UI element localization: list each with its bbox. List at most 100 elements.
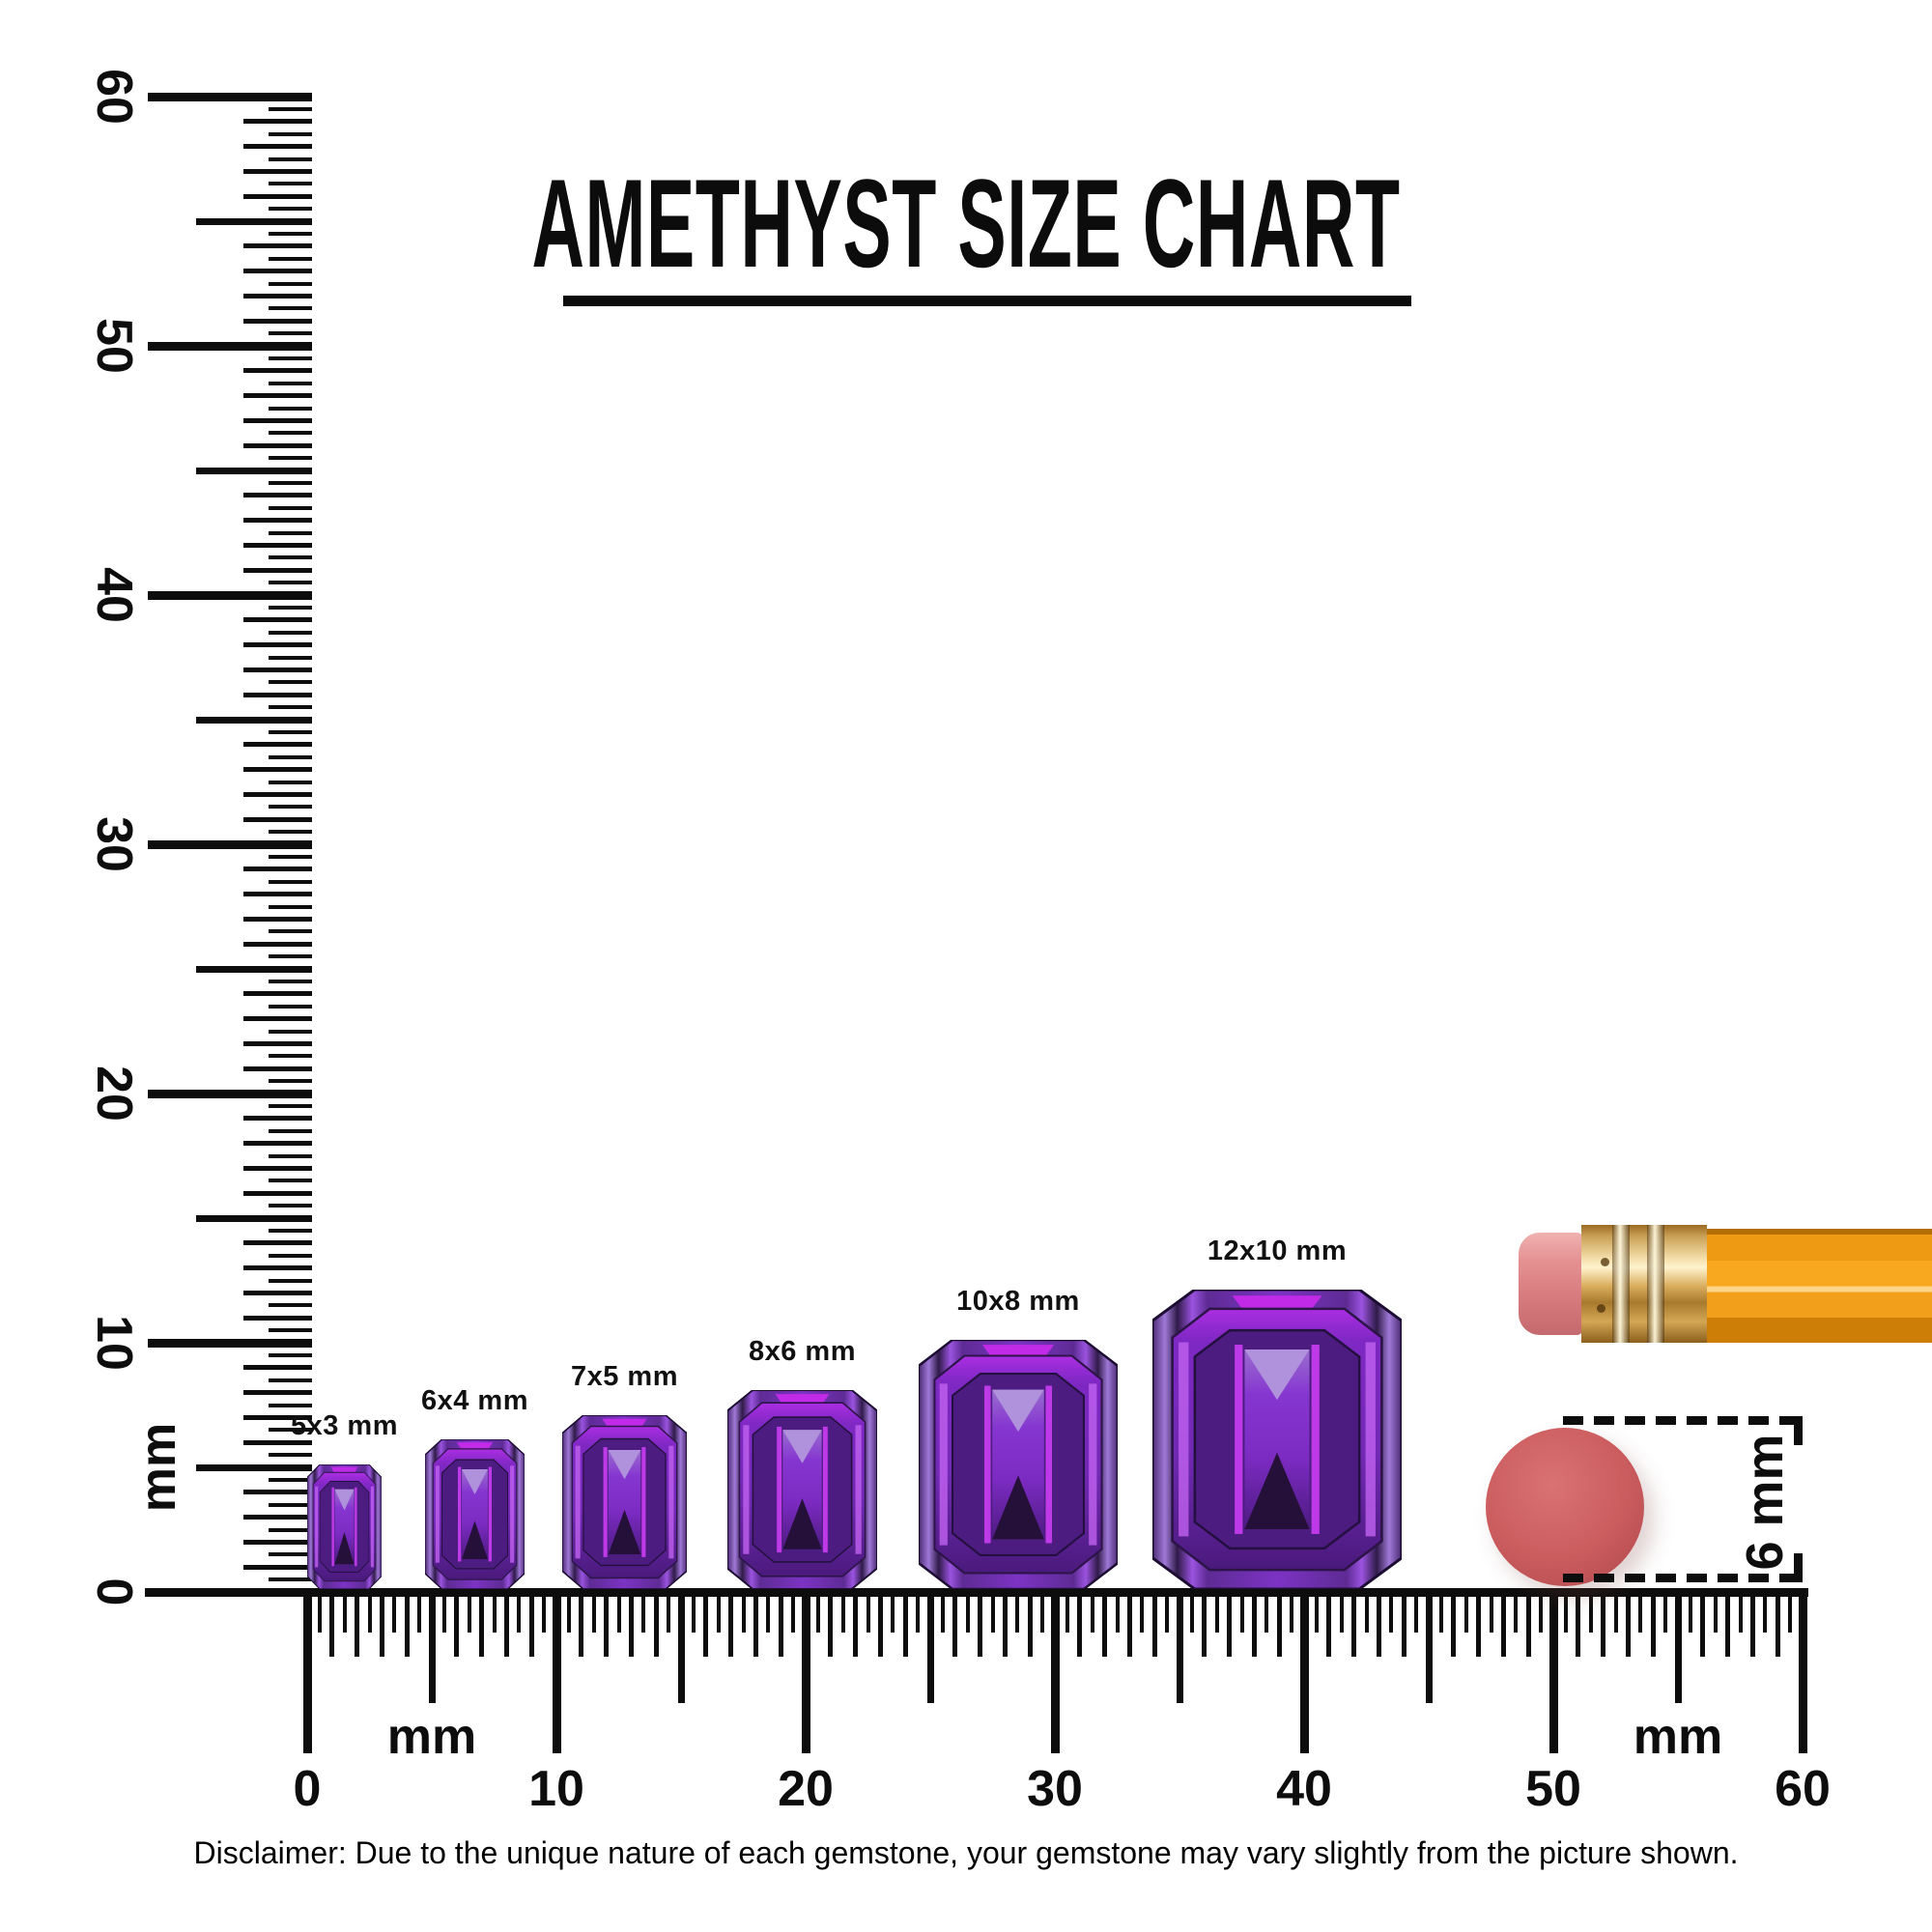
horizontal-ruler-tick [392,1597,397,1633]
horizontal-ruler-tick [815,1597,820,1633]
coin-diameter-label: 6 mm [1736,1434,1794,1571]
horizontal-ruler-tick [1688,1597,1692,1633]
vertical-ruler-tick [269,854,312,859]
vertical-ruler-tick [269,1228,312,1233]
vertical-ruler-tick [269,879,312,884]
horizontal-ruler-tick [902,1597,908,1657]
horizontal-ruler-tick [778,1597,783,1657]
vertical-ruler-label: 0 [86,1577,142,1606]
horizontal-ruler-tick [1299,1597,1309,1753]
horizontal-ruler-tick [566,1597,571,1633]
vertical-ruler-tick [269,1179,312,1183]
vertical-ruler-tick [148,341,312,351]
vertical-ruler-tick [243,1165,312,1171]
horizontal-ruler-tick [728,1597,734,1657]
vertical-ruler-tick [243,642,312,648]
horizontal-ruler-tick [1514,1597,1519,1633]
ferrule-rivet [1601,1258,1609,1266]
horizontal-ruler-tick [404,1597,410,1657]
vertical-ruler-tick [243,393,312,399]
emerald-cut-gem-illustration [1152,1290,1402,1589]
gem-size-label: 5x3 mm [290,1410,398,1441]
vertical-ruler-tick [269,680,312,685]
horizontal-ruler-tick [1140,1597,1145,1633]
horizontal-ruler-tick [753,1597,758,1657]
vertical-ruler-tick [269,929,312,934]
title-underline [563,296,1411,306]
vertical-ruler-tick [243,916,312,922]
gem-5x3mm [307,1464,382,1589]
vertical-ruler-tick [269,156,312,161]
vertical-ruler-tick [243,318,312,324]
horizontal-ruler-tick [591,1597,596,1633]
horizontal-ruler-tick [1102,1597,1108,1657]
vertical-ruler-tick [269,1577,312,1582]
horizontal-ruler-tick [1364,1597,1369,1633]
horizontal-ruler-tick [302,1597,312,1753]
gem-10x8mm [919,1340,1118,1589]
emerald-cut-gem-illustration [562,1415,687,1589]
vertical-ruler-tick [269,1552,312,1557]
horizontal-ruler-tick [1050,1597,1060,1753]
horizontal-ruler-label: 20 [778,1761,834,1817]
vertical-ruler-tick [243,493,312,498]
vertical-ruler-tick [243,293,312,298]
vertical-ruler-tick [196,1214,312,1222]
horizontal-ruler-tick [741,1597,746,1633]
vertical-ruler-tick [269,1477,312,1482]
horizontal-ruler-tick [1065,1597,1069,1633]
horizontal-ruler-tick [1414,1597,1419,1633]
horizontal-ruler-tick [454,1597,460,1657]
horizontal-ruler-tick [703,1597,709,1657]
horizontal-ruler-tick [1314,1597,1319,1633]
gem-8x6mm [727,1390,877,1589]
horizontal-ruler-tick [840,1597,845,1633]
pencil-eraser [1519,1233,1582,1335]
gem-size-label: 12x10 mm [1207,1236,1348,1266]
horizontal-ruler-tick [952,1597,958,1657]
horizontal-ruler-tick [342,1597,347,1633]
vertical-ruler-tick [243,542,312,548]
gem-12x10mm [1152,1290,1402,1589]
vertical-ruler-tick [269,456,312,461]
horizontal-ruler-tick [1788,1597,1793,1633]
horizontal-ruler-tick [579,1597,584,1657]
ferrule-groove [1612,1225,1630,1343]
vertical-ruler-tick [269,555,312,560]
vertical-ruler-tick [243,1240,312,1246]
horizontal-ruler-tick [828,1597,834,1657]
vertical-ruler-tick [269,381,312,385]
horizontal-ruler-tick [1738,1597,1743,1633]
horizontal-ruler-tick [552,1597,561,1753]
vertical-ruler-tick [269,1428,312,1433]
vertical-ruler-tick [269,431,312,436]
vertical-ruler-tick [269,480,312,485]
vertical-ruler-tick [243,1265,312,1271]
vertical-ruler-tick [243,1539,312,1545]
horizontal-ruler-tick [866,1597,870,1633]
vertical-ruler-tick [269,805,312,810]
vertical-ruler-tick [269,705,312,710]
vertical-ruler-tick [243,692,312,697]
gem-size-label: 8x6 mm [748,1336,856,1367]
vertical-ruler-tick [148,590,312,600]
vertical-ruler-label: 60 [86,69,142,125]
horizontal-ruler-tick [1351,1597,1357,1657]
vertical-ruler-tick [243,269,312,274]
vertical-ruler-tick [243,368,312,374]
vertical-ruler-tick [269,1029,312,1034]
vertical-ruler-tick [269,1103,312,1108]
vertical-ruler-tick [269,355,312,360]
horizontal-ruler-tick [492,1597,497,1633]
horizontal-ruler-tick [978,1597,983,1657]
horizontal-ruler-tick [1151,1597,1157,1657]
horizontal-ruler-tick [1251,1597,1257,1657]
vertical-ruler-tick [269,1403,312,1407]
horizontal-ruler-tick [528,1597,534,1657]
horizontal-ruler-tick [1548,1597,1558,1753]
horizontal-ruler-tick [1638,1597,1643,1633]
vertical-ruler-tick [269,754,312,759]
vertical-ruler-tick [269,630,312,635]
horizontal-ruler-label: 30 [1027,1761,1083,1817]
